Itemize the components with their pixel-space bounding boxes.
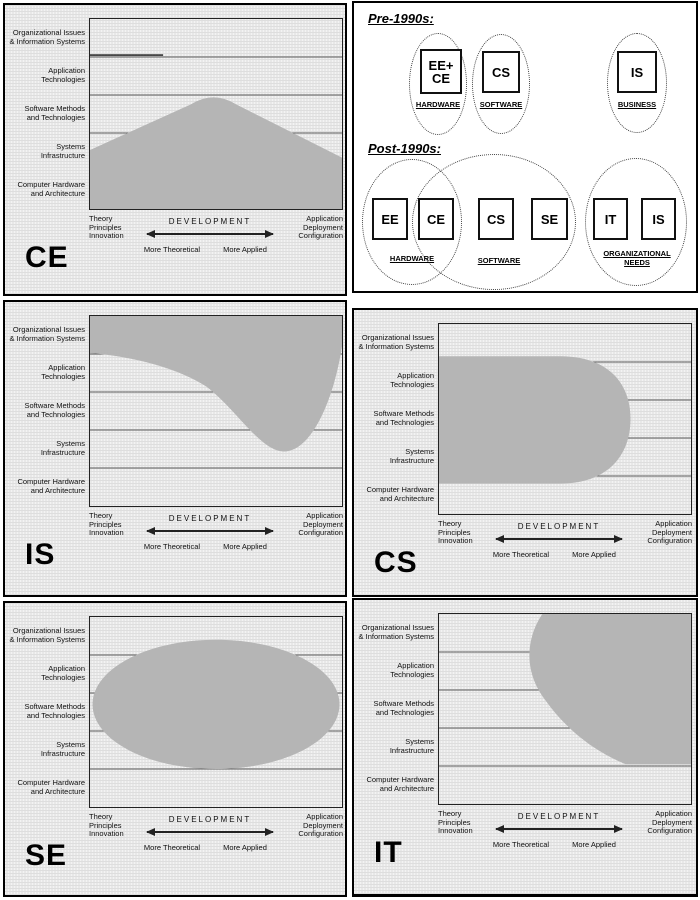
x-axis-left-label: Theory Principles Innovation (89, 214, 124, 240)
discipline-label-cs: CS (374, 546, 418, 579)
y-axis-label-software: Software Methods and Technologies (373, 699, 434, 717)
y-axis-label-organizational: Organizational Issues & Information Syste… (9, 28, 85, 46)
pre-hardware-label: HARDWARE (415, 100, 461, 109)
more-theoretical-label: More Theoretical (143, 542, 201, 551)
development-arrow (146, 230, 274, 238)
development-label: DEVELOPMENT (168, 217, 252, 226)
pre-hardware-ellipse (409, 33, 467, 135)
y-axis-label-application: Application Technologies (41, 664, 85, 682)
more-theoretical-label: More Theoretical (143, 245, 201, 254)
panel-is-chart: Organizational Issues & Information Syste… (3, 300, 347, 597)
pre-software-ellipse (472, 34, 530, 134)
x-axis-right-label: Application Deployment Configuration (647, 519, 692, 545)
development-label: DEVELOPMENT (517, 812, 601, 821)
y-axis-label-software: Software Methods and Technologies (24, 702, 85, 720)
y-axis-label-hardware: Computer Hardware and Architecture (17, 180, 85, 198)
y-axis-label-organizational: Organizational Issues & Information Syste… (9, 325, 85, 343)
panel-ce-chart: Organizational Issues & Information Syste… (3, 3, 347, 296)
y-axis-label-software: Software Methods and Technologies (373, 409, 434, 427)
se-coverage-shape (92, 639, 340, 769)
x-axis-right-label: Application Deployment Configuration (298, 511, 343, 537)
discipline-label-is: IS (25, 538, 56, 571)
box-it: IT (593, 198, 628, 240)
cs-coverage-shape (439, 356, 631, 484)
more-applied-label: More Applied (223, 542, 267, 551)
y-axis-label-systems: Systems Infrastructure (40, 439, 85, 457)
y-axis-label-hardware: Computer Hardware and Architecture (366, 485, 434, 503)
post-software-ellipse (412, 154, 576, 290)
y-axis-label-organizational: Organizational Issues & Information Syste… (358, 623, 434, 641)
y-axis-label-software: Software Methods and Technologies (24, 104, 85, 122)
pre-1990s-title: Pre-1990s: (368, 11, 434, 26)
discipline-label-se: SE (25, 839, 68, 872)
development-label: DEVELOPMENT (517, 522, 601, 531)
more-applied-label: More Applied (572, 550, 616, 559)
y-axis-label-organizational: Organizational Issues & Information Syste… (358, 333, 434, 351)
y-axis-label-hardware: Computer Hardware and Architecture (17, 477, 85, 495)
development-label: DEVELOPMENT (168, 815, 252, 824)
y-axis-label-hardware: Computer Hardware and Architecture (366, 775, 434, 793)
panel-pre-post-1990s-venn: Pre-1990s: EE+ CE CS IS HARDWARE SOFTWARE… (352, 1, 698, 293)
pre-business-label: BUSINESS (617, 100, 657, 109)
more-theoretical-label: More Theoretical (492, 840, 550, 849)
development-arrow (146, 828, 274, 836)
x-axis-left-label: Theory Principles Innovation (89, 511, 124, 537)
box-ee-ce: EE+ CE (420, 49, 462, 94)
y-axis-label-application: Application Technologies (390, 661, 434, 679)
box-is: IS (641, 198, 676, 240)
discipline-label-ce: CE (25, 241, 69, 274)
y-axis-label-application: Application Technologies (390, 371, 434, 389)
is-coverage-shape (90, 316, 342, 452)
panel-se-chart: Organizational Issues & Information Syste… (3, 601, 347, 897)
development-arrow (495, 535, 623, 543)
discipline-label-it: IT (374, 836, 403, 869)
y-axis-label-application: Application Technologies (41, 363, 85, 381)
pre-software-label: SOFTWARE (479, 100, 523, 109)
box-ce: CE (418, 198, 454, 240)
y-axis-label-hardware: Computer Hardware and Architecture (17, 778, 85, 796)
x-axis-left-label: Theory Principles Innovation (89, 812, 124, 838)
y-axis-label-application: Application Technologies (41, 66, 85, 84)
panel-it-chart: Organizational Issues & Information Syste… (352, 598, 698, 897)
post-software-label: SOFTWARE (477, 256, 521, 265)
x-axis-right-label: Application Deployment Configuration (647, 809, 692, 835)
y-axis-label-systems: Systems Infrastructure (40, 142, 85, 160)
y-axis-label-software: Software Methods and Technologies (24, 401, 85, 419)
development-arrow (495, 825, 623, 833)
more-applied-label: More Applied (223, 843, 267, 852)
more-theoretical-label: More Theoretical (143, 843, 201, 852)
more-applied-label: More Applied (572, 840, 616, 849)
post-organizational-ellipse (585, 158, 687, 286)
more-applied-label: More Applied (223, 245, 267, 254)
x-axis-right-label: Application Deployment Configuration (298, 214, 343, 240)
y-axis-label-systems: Systems Infrastructure (40, 740, 85, 758)
box-cs-pre: CS (482, 51, 520, 93)
post-hardware-label: HARDWARE (389, 254, 435, 263)
x-axis-right-label: Application Deployment Configuration (298, 812, 343, 838)
box-se: SE (531, 198, 568, 240)
development-arrow (146, 527, 274, 535)
x-axis-left-label: Theory Principles Innovation (438, 519, 473, 545)
panel-cs-chart: Organizational Issues & Information Syste… (352, 308, 698, 597)
x-axis-left-label: Theory Principles Innovation (438, 809, 473, 835)
post-1990s-title: Post-1990s: (368, 141, 441, 156)
more-theoretical-label: More Theoretical (492, 550, 550, 559)
box-is-pre: IS (617, 51, 657, 93)
cs-plot-area (438, 323, 692, 515)
development-label: DEVELOPMENT (168, 514, 252, 523)
it-plot-area (438, 613, 692, 805)
box-ee: EE (372, 198, 408, 240)
y-axis-label-organizational: Organizational Issues & Information Syste… (9, 626, 85, 644)
ce-plot-area (89, 18, 343, 210)
se-plot-area (89, 616, 343, 808)
box-cs: CS (478, 198, 514, 240)
post-organizational-needs-label: ORGANIZATIONAL NEEDS (603, 249, 671, 267)
y-axis-label-systems: Systems Infrastructure (389, 447, 434, 465)
it-coverage-shape (529, 614, 691, 765)
y-axis-label-systems: Systems Infrastructure (389, 737, 434, 755)
pre-business-ellipse (607, 33, 667, 133)
is-plot-area (89, 315, 343, 507)
